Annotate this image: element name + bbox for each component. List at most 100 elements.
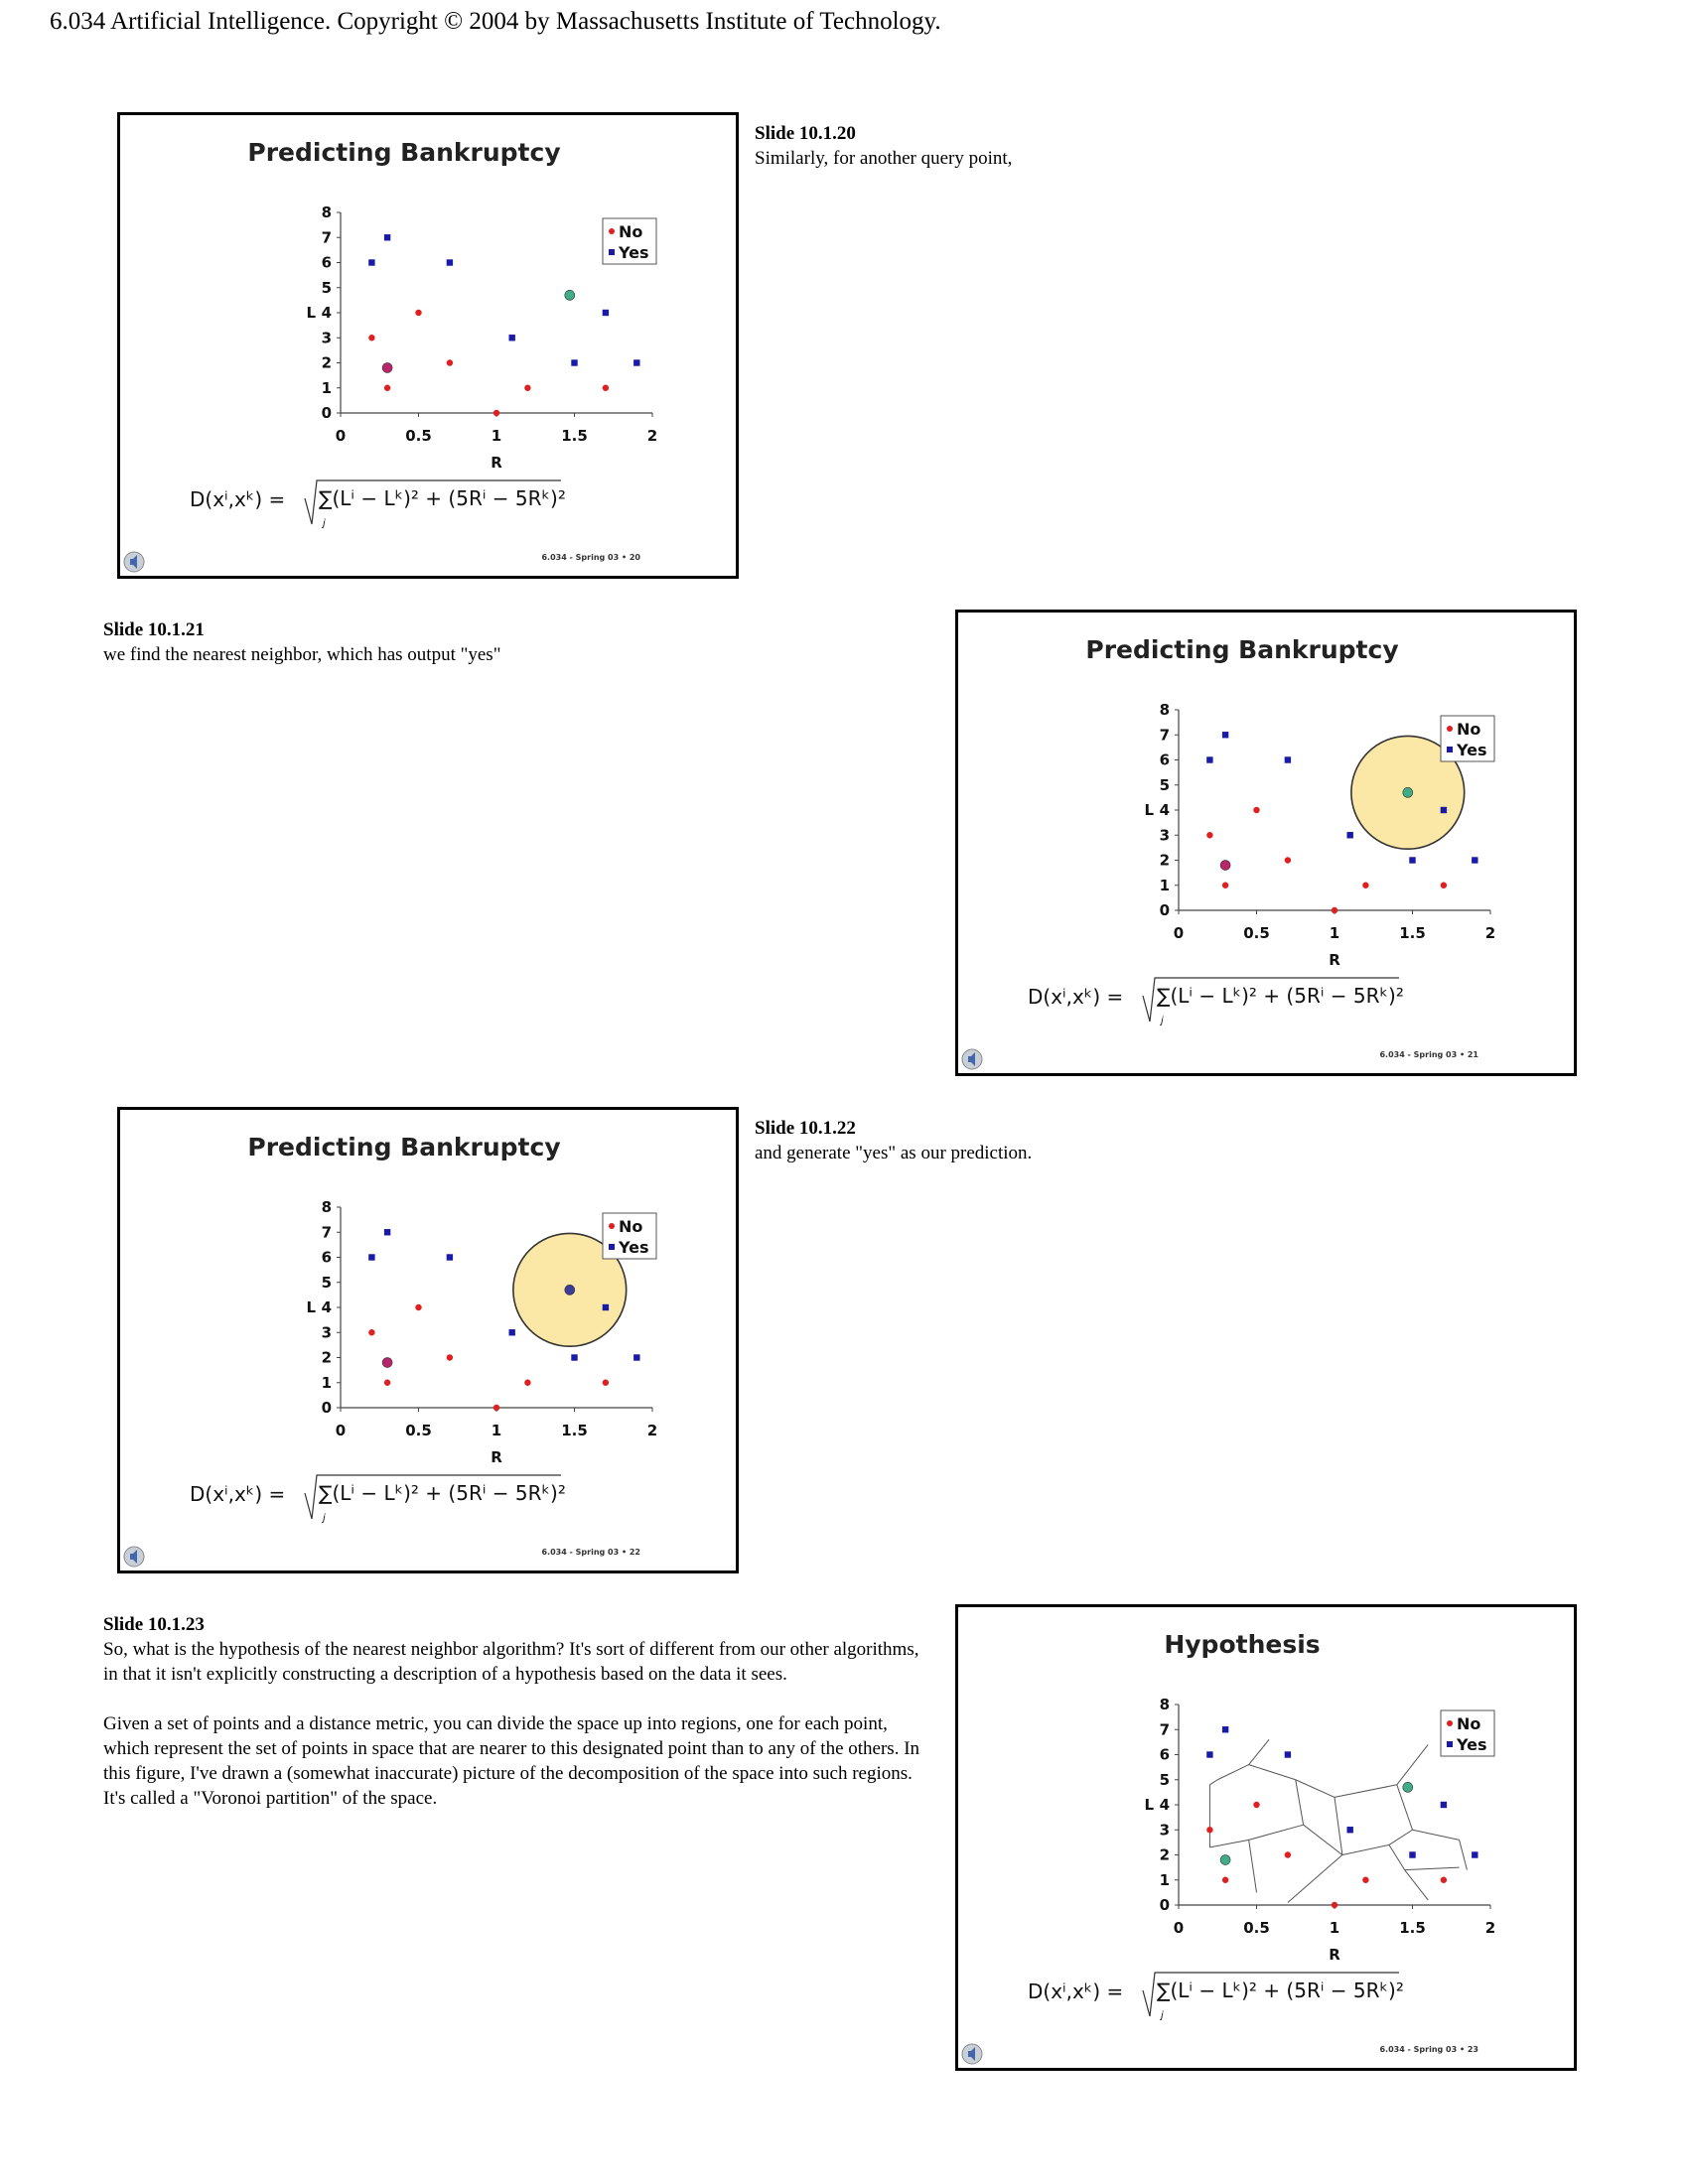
y-tick-label: 1: [1160, 877, 1170, 894]
data-point-no: [1253, 806, 1260, 814]
y-tick-label: 4: [322, 304, 332, 322]
data-point-yes: [508, 335, 515, 341]
data-point-no: [1362, 1876, 1369, 1883]
highlight-point: [1219, 860, 1231, 871]
y-axis-label: L: [306, 1298, 316, 1316]
speaker-icon: [961, 2043, 983, 2065]
data-point-no: [1362, 882, 1369, 888]
legend-label-no: No: [619, 1217, 642, 1236]
voronoi-edge: [1388, 1844, 1406, 1870]
data-point-no: [368, 335, 375, 341]
x-tick-label: 0: [336, 1422, 346, 1439]
y-tick-label: 0: [1160, 901, 1170, 919]
y-tick-label: 5: [1160, 776, 1170, 794]
x-tick-label: 1.5: [1399, 1919, 1426, 1937]
data-point-yes: [1409, 1851, 1416, 1858]
y-tick-label: 6: [322, 254, 332, 272]
data-point-no: [415, 1303, 422, 1311]
y-tick-label: 6: [322, 1249, 332, 1267]
legend-marker-yes: [609, 249, 615, 255]
page-header: 6.034 Artificial Intelligence. Copyright…: [50, 8, 941, 35]
data-point-no: [368, 1329, 375, 1336]
x-tick-label: 2: [647, 1422, 657, 1439]
data-point-yes: [602, 309, 610, 317]
note-text: Similarly, for another query point,: [755, 148, 1013, 169]
data-point-yes: [1409, 857, 1416, 864]
legend-label-no: No: [1457, 720, 1480, 739]
slide-title: Predicting Bankruptcy: [1085, 635, 1398, 664]
data-point-yes: [446, 259, 454, 266]
data-point-yes: [1346, 832, 1353, 839]
y-tick-label: 5: [1160, 1771, 1170, 1789]
legend-label-yes: Yes: [1456, 1735, 1487, 1754]
data-point-yes: [571, 1354, 578, 1361]
highlight-point: [381, 1357, 393, 1368]
formula-sub: j: [321, 518, 326, 529]
x-tick-label: 0.5: [405, 427, 432, 445]
legend-label-no: No: [1457, 1714, 1480, 1733]
y-tick-label: 6: [1160, 1746, 1170, 1764]
data-point-no: [446, 359, 454, 366]
x-tick-label: 2: [647, 427, 657, 445]
voronoi-edge: [1303, 1824, 1343, 1855]
voronoi-edge: [1209, 1779, 1218, 1786]
sqrt-sign: [1142, 977, 1399, 1023]
slide-footer: 6.034 - Spring 03 • 21: [1379, 1050, 1478, 1059]
query-point: [564, 290, 576, 301]
x-tick-label: 1: [492, 427, 501, 445]
highlight-point: [1219, 1854, 1231, 1865]
y-tick-label: 0: [1160, 1896, 1170, 1914]
data-point-yes: [1206, 756, 1213, 763]
speaker-icon: [123, 1546, 145, 1568]
slide-svg: Predicting Bankruptcy 0 1 2 3 4 5 6 7 8 L 0 0.5 1 1.5 2…: [123, 138, 657, 573]
legend-label-yes: Yes: [1456, 741, 1487, 759]
x-tick-label: 2: [1485, 924, 1495, 942]
data-point-yes: [602, 1303, 610, 1311]
data-point-no: [1331, 1901, 1338, 1909]
y-tick-label: 3: [1160, 1821, 1170, 1839]
slide-svg: Predicting Bankruptcy 0 1 2 3 4 5 6 7 8 L 0 0.5 1 1.5 2…: [961, 635, 1495, 1070]
data-point-yes: [383, 1229, 391, 1236]
slide-title: Predicting Bankruptcy: [247, 138, 560, 167]
voronoi-edge: [1396, 1744, 1429, 1786]
data-point-no: [1331, 906, 1338, 914]
data-point-no: [1253, 1801, 1260, 1809]
data-point-no: [1221, 1876, 1229, 1883]
data-point-no: [602, 1379, 610, 1386]
voronoi-edge: [1388, 1829, 1413, 1845]
data-point-no: [1221, 882, 1229, 888]
formula-rhs: ∑(Lⁱ − Lᵏ)² + (5Rⁱ − 5Rᵏ)²: [319, 486, 566, 510]
x-axis-label: R: [491, 1448, 502, 1466]
formula-rhs: ∑(Lⁱ − Lᵏ)² + (5Rⁱ − 5Rᵏ)²: [319, 1481, 566, 1505]
data-point-no: [492, 1404, 500, 1412]
legend-marker-no: [609, 228, 615, 234]
sqrt-sign: [304, 479, 561, 525]
y-tick-label: 5: [322, 279, 332, 297]
y-tick-label: 7: [322, 1223, 332, 1241]
legend-box: [1440, 1709, 1495, 1757]
formula-lhs: D(xⁱ,xᵏ) =: [190, 487, 285, 511]
data-point-yes: [1346, 1827, 1353, 1834]
highlight-point: [381, 362, 393, 373]
voronoi-edge: [1459, 1840, 1468, 1870]
data-point-no: [1440, 882, 1448, 888]
legend-marker-no: [609, 1223, 615, 1229]
note-text: and generate "yes" as our prediction.: [755, 1143, 1033, 1163]
legend-box: [602, 217, 657, 265]
y-axis-label: L: [1144, 801, 1154, 819]
data-point-yes: [1206, 1751, 1213, 1758]
voronoi-edge: [1341, 1843, 1390, 1855]
query-point: [1402, 787, 1414, 798]
data-point-no: [1284, 857, 1292, 864]
slide-title: Hypothesis: [1164, 1630, 1320, 1659]
x-tick-label: 0.5: [405, 1422, 432, 1439]
data-point-no: [492, 409, 500, 417]
voronoi-edge: [1412, 1829, 1460, 1841]
slide-note-21: Slide 10.1.21 we find the nearest neighb…: [103, 617, 898, 667]
data-point-no: [383, 384, 391, 391]
y-tick-label: 0: [322, 404, 332, 422]
y-tick-label: 1: [322, 379, 332, 397]
data-point-yes: [1440, 806, 1448, 814]
speaker-icon: [123, 551, 145, 573]
speaker-icon-glyph: [968, 2047, 975, 2061]
